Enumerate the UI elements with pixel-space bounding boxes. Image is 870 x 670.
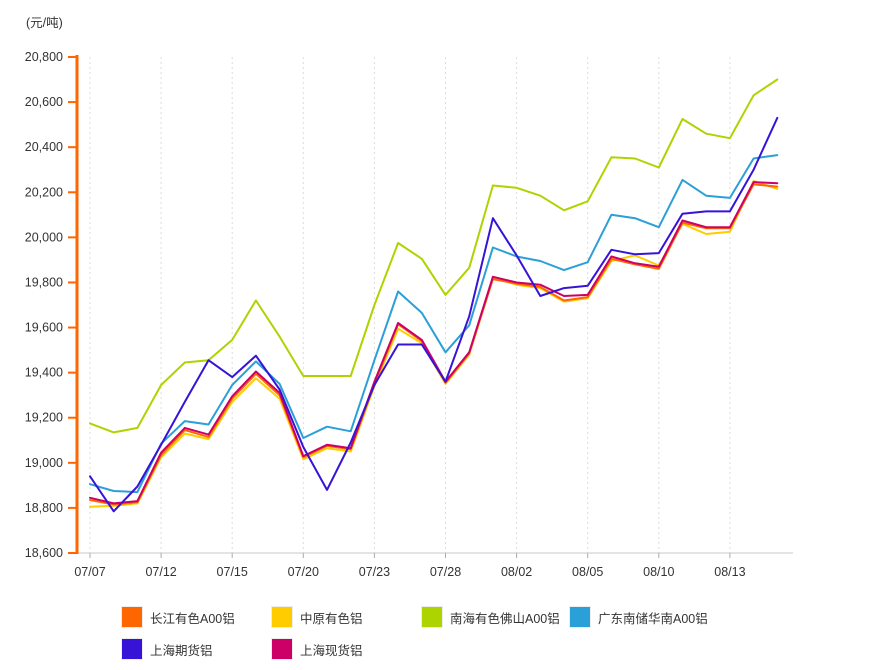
x-tick-label: 08/10: [643, 565, 674, 579]
legend-swatch-shanghai-spot-al: [272, 639, 292, 659]
legend-label: 南海有色佛山A00铝: [450, 611, 560, 626]
legend-item-changjiang-a00-al: 长江有色A00铝: [122, 607, 235, 627]
x-tick-label: 07/23: [359, 565, 390, 579]
x-tick-label: 08/13: [714, 565, 745, 579]
y-tick-label: 20,800: [25, 50, 63, 64]
legend-swatch-zhongyuan-al: [272, 607, 292, 627]
y-tick-label: 18,600: [25, 546, 63, 560]
y-axis-unit-label: (元/吨): [26, 16, 63, 30]
y-tick-label: 19,400: [25, 366, 63, 380]
x-tick-label: 08/02: [501, 565, 532, 579]
y-tick-label: 19,200: [25, 411, 63, 425]
y-tick-label: 19,000: [25, 456, 63, 470]
legend-item-guangdong-nanchu-a00-al: 广东南储华南A00铝: [570, 607, 708, 627]
x-tick-label: 07/28: [430, 565, 461, 579]
series-line-nanhai-foshan-a00-al: [89, 78, 779, 434]
y-tick-label: 20,400: [25, 140, 63, 154]
legend-label: 广东南储华南A00铝: [598, 611, 708, 626]
price-chart: 07/07 07/12 07/15 07/20 07/23 07/28 08/02 08/05…: [25, 50, 793, 579]
y-tick-label: 20,200: [25, 185, 63, 199]
series-line-zhongyuan-al: [89, 180, 779, 508]
y-tick-label: 19,800: [25, 275, 63, 289]
legend-label: 中原有色铝: [300, 611, 363, 626]
x-tick-label: 07/20: [288, 565, 319, 579]
legend-label: 上海现货铝: [300, 643, 363, 658]
y-tick-label: 20,000: [25, 230, 63, 244]
y-tick-label: 18,800: [25, 501, 63, 515]
legend-item-shanghai-futures-al: 上海期货铝: [122, 639, 213, 659]
x-tick-label: 08/05: [572, 565, 603, 579]
series-line-guangdong-nanchu-a00-al: [89, 154, 779, 494]
series-line-shanghai-futures-al: [89, 116, 779, 513]
legend-label: 上海期货铝: [150, 643, 213, 658]
y-tick-label: 19,600: [25, 321, 63, 335]
legend-swatch-nanhai-foshan-a00-al: [422, 607, 442, 627]
x-tick-label: 07/15: [217, 565, 248, 579]
legend-swatch-shanghai-futures-al: [122, 639, 142, 659]
x-tick-label: 07/12: [145, 565, 176, 579]
x-tick-label: 07/07: [74, 565, 105, 579]
legend-item-zhongyuan-al: 中原有色铝: [272, 607, 363, 627]
legend-item-shanghai-spot-al: 上海现货铝: [272, 639, 363, 659]
y-tick-label: 20,600: [25, 95, 63, 109]
series-line-changjiang-a00-al: [89, 183, 779, 506]
legend-label: 长江有色A00铝: [150, 611, 235, 626]
legend-item-nanhai-foshan-a00-al: 南海有色佛山A00铝: [422, 607, 560, 627]
series-line-shanghai-spot-al: [89, 181, 779, 505]
legend-swatch-guangdong-nanchu-a00-al: [570, 607, 590, 627]
legend-swatch-changjiang-a00-al: [122, 607, 142, 627]
